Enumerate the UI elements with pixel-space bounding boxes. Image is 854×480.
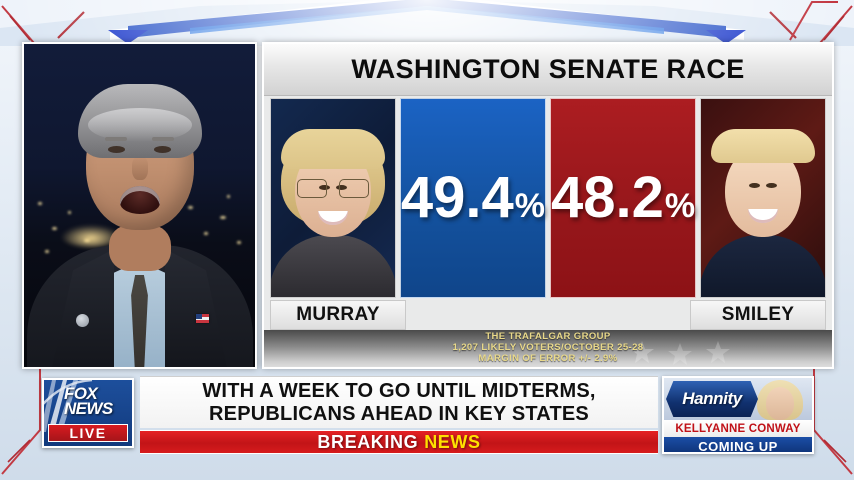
- coming-up-promo: Hannity KELLYANNE CONWAY COMING UP: [662, 376, 814, 454]
- candidate-name-smiley: SMILEY: [690, 300, 826, 330]
- guest-photo: [752, 378, 808, 420]
- glasses-icon: [296, 179, 369, 198]
- hannity-show-logo: Hannity: [666, 381, 758, 417]
- fox-word: FOX: [64, 384, 98, 403]
- poll-source-sample: 1,207 LIKELY VOTERS/OCTOBER 25-28: [452, 342, 644, 353]
- name-row-spacer: [410, 300, 546, 330]
- candidate-results-row: 49.4 % 48.2 %: [270, 98, 826, 298]
- candidate-name-row: MURRAY SMILEY: [270, 300, 826, 330]
- percent-value-wrap: 49.4 %: [401, 169, 545, 227]
- poll-source-footer: THE TRAFALGAR GROUP 1,207 LIKELY VOTERS/…: [264, 330, 832, 367]
- headline-line-2: REPUBLICANS AHEAD IN KEY STATES: [209, 402, 589, 425]
- poll-title-bar: WASHINGTON SENATE RACE: [264, 44, 832, 96]
- result-percent-murray: 49.4 %: [399, 98, 546, 298]
- percent-symbol-smiley: %: [664, 187, 696, 225]
- anchor-tie: [131, 275, 148, 367]
- anchor-video-panel: [22, 42, 257, 369]
- american-flag-pin-icon: [196, 314, 209, 323]
- candidate-bangs: [280, 129, 385, 169]
- poll-graphic-card: WASHINGTON SENATE RACE 49.4 %: [262, 42, 834, 369]
- candidate-photo-smiley: [700, 98, 826, 298]
- candidate-photo-murray: [270, 98, 396, 298]
- result-percent-smiley: 48.2 %: [550, 98, 697, 298]
- candidate-eye-right: [766, 183, 777, 188]
- top-chevron-graphic: [0, 0, 854, 46]
- headline-banner: WITH A WEEK TO GO UNTIL MIDTERMS, REPUBL…: [140, 376, 658, 428]
- anchor-nose: [131, 156, 148, 180]
- capitol-dome-glow: [60, 224, 121, 247]
- hannity-wordmark: Hannity: [682, 389, 742, 408]
- anchor-hair: [77, 84, 202, 158]
- candidate-name-murray: MURRAY: [270, 300, 406, 330]
- anchor-mouth: [119, 186, 160, 214]
- anchor-brow-right: [152, 137, 174, 141]
- guest-face: [766, 387, 794, 420]
- percent-symbol-murray: %: [514, 187, 545, 225]
- lapel-seal-pin-icon: [76, 314, 89, 327]
- anchor-figure: [24, 44, 255, 367]
- anchor-neck: [108, 225, 171, 271]
- searchlight-beams-icon: [44, 380, 93, 432]
- breaking-news-banner: BREAKING NEWS: [140, 430, 658, 454]
- percent-number-smiley: 48.2: [551, 165, 664, 230]
- guest-name: KELLYANNE CONWAY: [664, 420, 812, 437]
- news-word: NEWS: [64, 399, 113, 418]
- fox-news-wordmark: FOX NEWS: [64, 384, 129, 418]
- name-row-spacer: [550, 300, 686, 330]
- anchor-eye-right: [154, 146, 171, 153]
- percent-number-murray: 49.4: [400, 165, 514, 230]
- poll-source-margin: MARGIN OF ERROR +/- 2.9%: [478, 353, 618, 364]
- coming-up-label: COMING UP: [664, 437, 812, 452]
- headline-line-1: WITH A WEEK TO GO UNTIL MIDTERMS,: [202, 379, 596, 402]
- page-title: WASHINGTON SENATE RACE: [351, 54, 745, 84]
- anchor-brow-left: [105, 137, 127, 141]
- news-word: NEWS: [424, 431, 481, 452]
- fox-news-logo: FOX NEWS LIVE: [42, 378, 134, 448]
- anchor-eye-left: [108, 146, 125, 153]
- poll-source-pollster: THE TRAFALGAR GROUP: [485, 331, 611, 342]
- breaking-word: BREAKING: [317, 431, 419, 452]
- percent-value-wrap: 48.2 %: [551, 169, 695, 227]
- live-badge: LIVE: [48, 424, 128, 442]
- promo-artwork: Hannity: [664, 378, 812, 420]
- candidate-bangs: [711, 129, 816, 163]
